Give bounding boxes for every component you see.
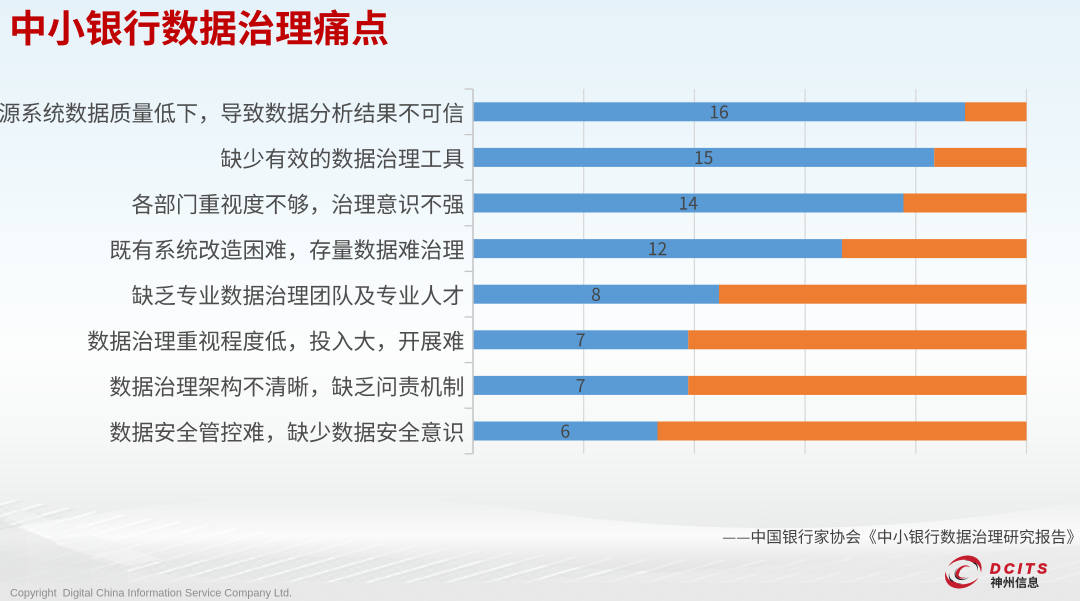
svg-text:DCITS: DCITS — [990, 562, 1051, 578]
svg-text:Copyright Digital China Infor: Copyright Digital China Information Serv… — [10, 588, 292, 600]
